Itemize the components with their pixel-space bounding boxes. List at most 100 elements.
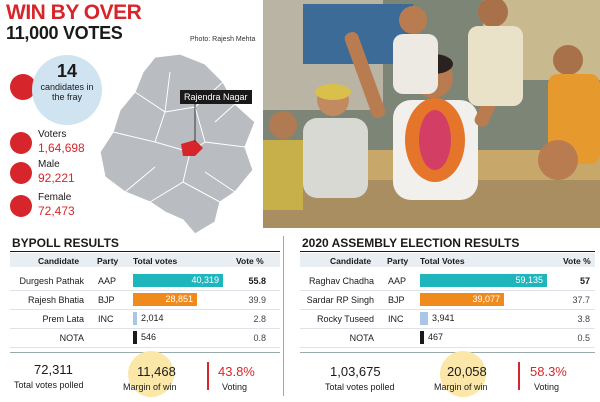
bypoll-row-sep-3 [10,347,280,348]
bypoll-margin: 11,468 [137,364,176,379]
bypoll-rule [10,251,280,252]
assembly-col-pct: Vote % [563,256,591,266]
bypoll-pct-0: 55.8 [248,276,266,286]
subheadline: 11,000 VOTES [6,23,123,43]
bypoll-party-0: AAP [98,276,117,286]
male-icon [10,162,32,184]
assembly-col-party: Party [387,256,409,266]
rajendra-nagar-region [181,140,203,156]
assembly-row-sep-0 [300,290,595,291]
bypoll-votes-1: 28,851 [165,294,193,304]
delhi-constituency-map [99,53,256,235]
section-divider [283,236,284,396]
bypoll-party-2: INC [98,314,114,324]
crowd-photo-illustration [263,0,600,228]
female-value: 72,473 [38,204,75,218]
voters-label: Voters [38,129,67,140]
assembly-pct-2: 3.8 [577,314,590,324]
bypoll-col-candidate: Candidate [38,256,80,266]
bypoll-votes-0: 40,319 [191,275,219,285]
bypoll-row-sep-2 [10,328,280,329]
assembly-candidate-2: Rocky Tuseed [316,314,374,324]
bypoll-total-votes-label: Total votes polled [14,380,84,390]
bypoll-total-votes: 72,311 [34,362,73,377]
bypoll-row-sep-0 [10,290,280,291]
assembly-voting: 58.3% [530,364,567,379]
assembly-candidate-0: Raghav Chadha [308,276,374,286]
bypoll-votes-3: 546 [141,332,157,342]
assembly-candidate-3: NOTA [349,333,374,343]
delhi-map [95,52,260,237]
assembly-total-votes: 1,03,675 [330,364,381,379]
assembly-bar-3 [420,331,424,344]
bypoll-margin-circle [128,351,174,397]
assembly-candidate-1: Sardar RP Singh [306,295,374,305]
assembly-party-1: BJP [388,295,405,305]
bypoll-margin-label: Margin of win [123,382,177,392]
bypoll-col-party: Party [97,256,119,266]
assembly-votes-2: 3,941 [432,313,455,323]
assembly-total-votes-label: Total votes polled [325,382,395,392]
bypoll-header-bg [10,253,280,267]
assembly-col-candidate: Candidate [330,256,372,266]
female-label: Female [38,192,72,203]
bypoll-pct-3: 0.8 [253,333,266,343]
bypoll-bar-1 [133,293,197,306]
bypoll-row-sep-1 [10,309,280,310]
assembly-voting-label: Voting [534,382,560,392]
assembly-votes-3: 467 [428,332,444,342]
bypoll-candidate-3: NOTA [59,333,84,343]
bypoll-candidate-1: Rajesh Bhatia [27,295,84,305]
male-value: 92,221 [38,171,75,185]
assembly-header-bg [300,253,595,267]
assembly-col-total: Total Votes [420,256,465,266]
candidates-label: candidates in the fray [40,82,94,102]
assembly-margin-circle [440,351,486,397]
candidates-badge: 14 candidates in the fray [32,55,102,125]
assembly-row-sep-3 [300,347,595,348]
person-icon [10,74,36,100]
assembly-bar-0 [420,274,547,287]
assembly-party-2: INC [388,314,404,324]
bypoll-title: BYPOLL RESULTS [12,236,119,250]
bypoll-voting-label: Voting [222,382,248,392]
bypoll-pct-2: 2.8 [253,314,266,324]
assembly-title: 2020 ASSEMBLY ELECTION RESULTS [302,236,520,250]
assembly-bar-1 [420,293,504,306]
assembly-row-sep-1 [300,309,595,310]
voters-value: 1,64,698 [38,141,85,155]
candidates-count: 14 [56,61,78,81]
bypoll-candidate-2: Prem Lata [42,314,84,324]
bypoll-voting: 43.8% [218,364,255,379]
bypoll-voting-tick [207,362,209,390]
assembly-row-sep-2 [300,328,595,329]
bypoll-candidate-0: Durgesh Pathak [19,276,84,286]
assembly-bar-2 [420,312,428,325]
assembly-votes-1: 39,077 [472,294,500,304]
person-icon-candidates [10,74,36,100]
voters-icon [10,132,32,154]
victory-photo [263,0,600,228]
male-label: Male [38,159,60,170]
bypoll-bar-3 [133,331,137,344]
bypoll-pct-1: 39.9 [248,295,266,305]
female-icon [10,195,32,217]
assembly-summary-rule [300,352,595,353]
bypoll-votes-2: 2,014 [141,313,164,323]
map-label-rajendra-nagar: Rajendra Nagar [180,90,252,104]
bypoll-bar-2 [133,312,137,325]
assembly-margin: 20,058 [447,364,487,379]
assembly-pct-3: 0.5 [577,333,590,343]
bypoll-party-1: BJP [98,295,115,305]
assembly-rule [300,251,595,252]
bypoll-col-pct: Vote % [236,256,264,266]
bypoll-col-total: Total votes [133,256,178,266]
assembly-pct-1: 37.7 [572,295,590,305]
bypoll-bar-0 [133,274,223,287]
assembly-party-0: AAP [388,276,407,286]
assembly-pct-0: 57 [579,276,590,286]
assembly-votes-0: 59,135 [515,275,543,285]
assembly-margin-label: Margin of win [434,382,488,392]
photo-credit: Photo: Rajesh Mehta [190,36,256,43]
assembly-voting-tick [518,362,520,390]
